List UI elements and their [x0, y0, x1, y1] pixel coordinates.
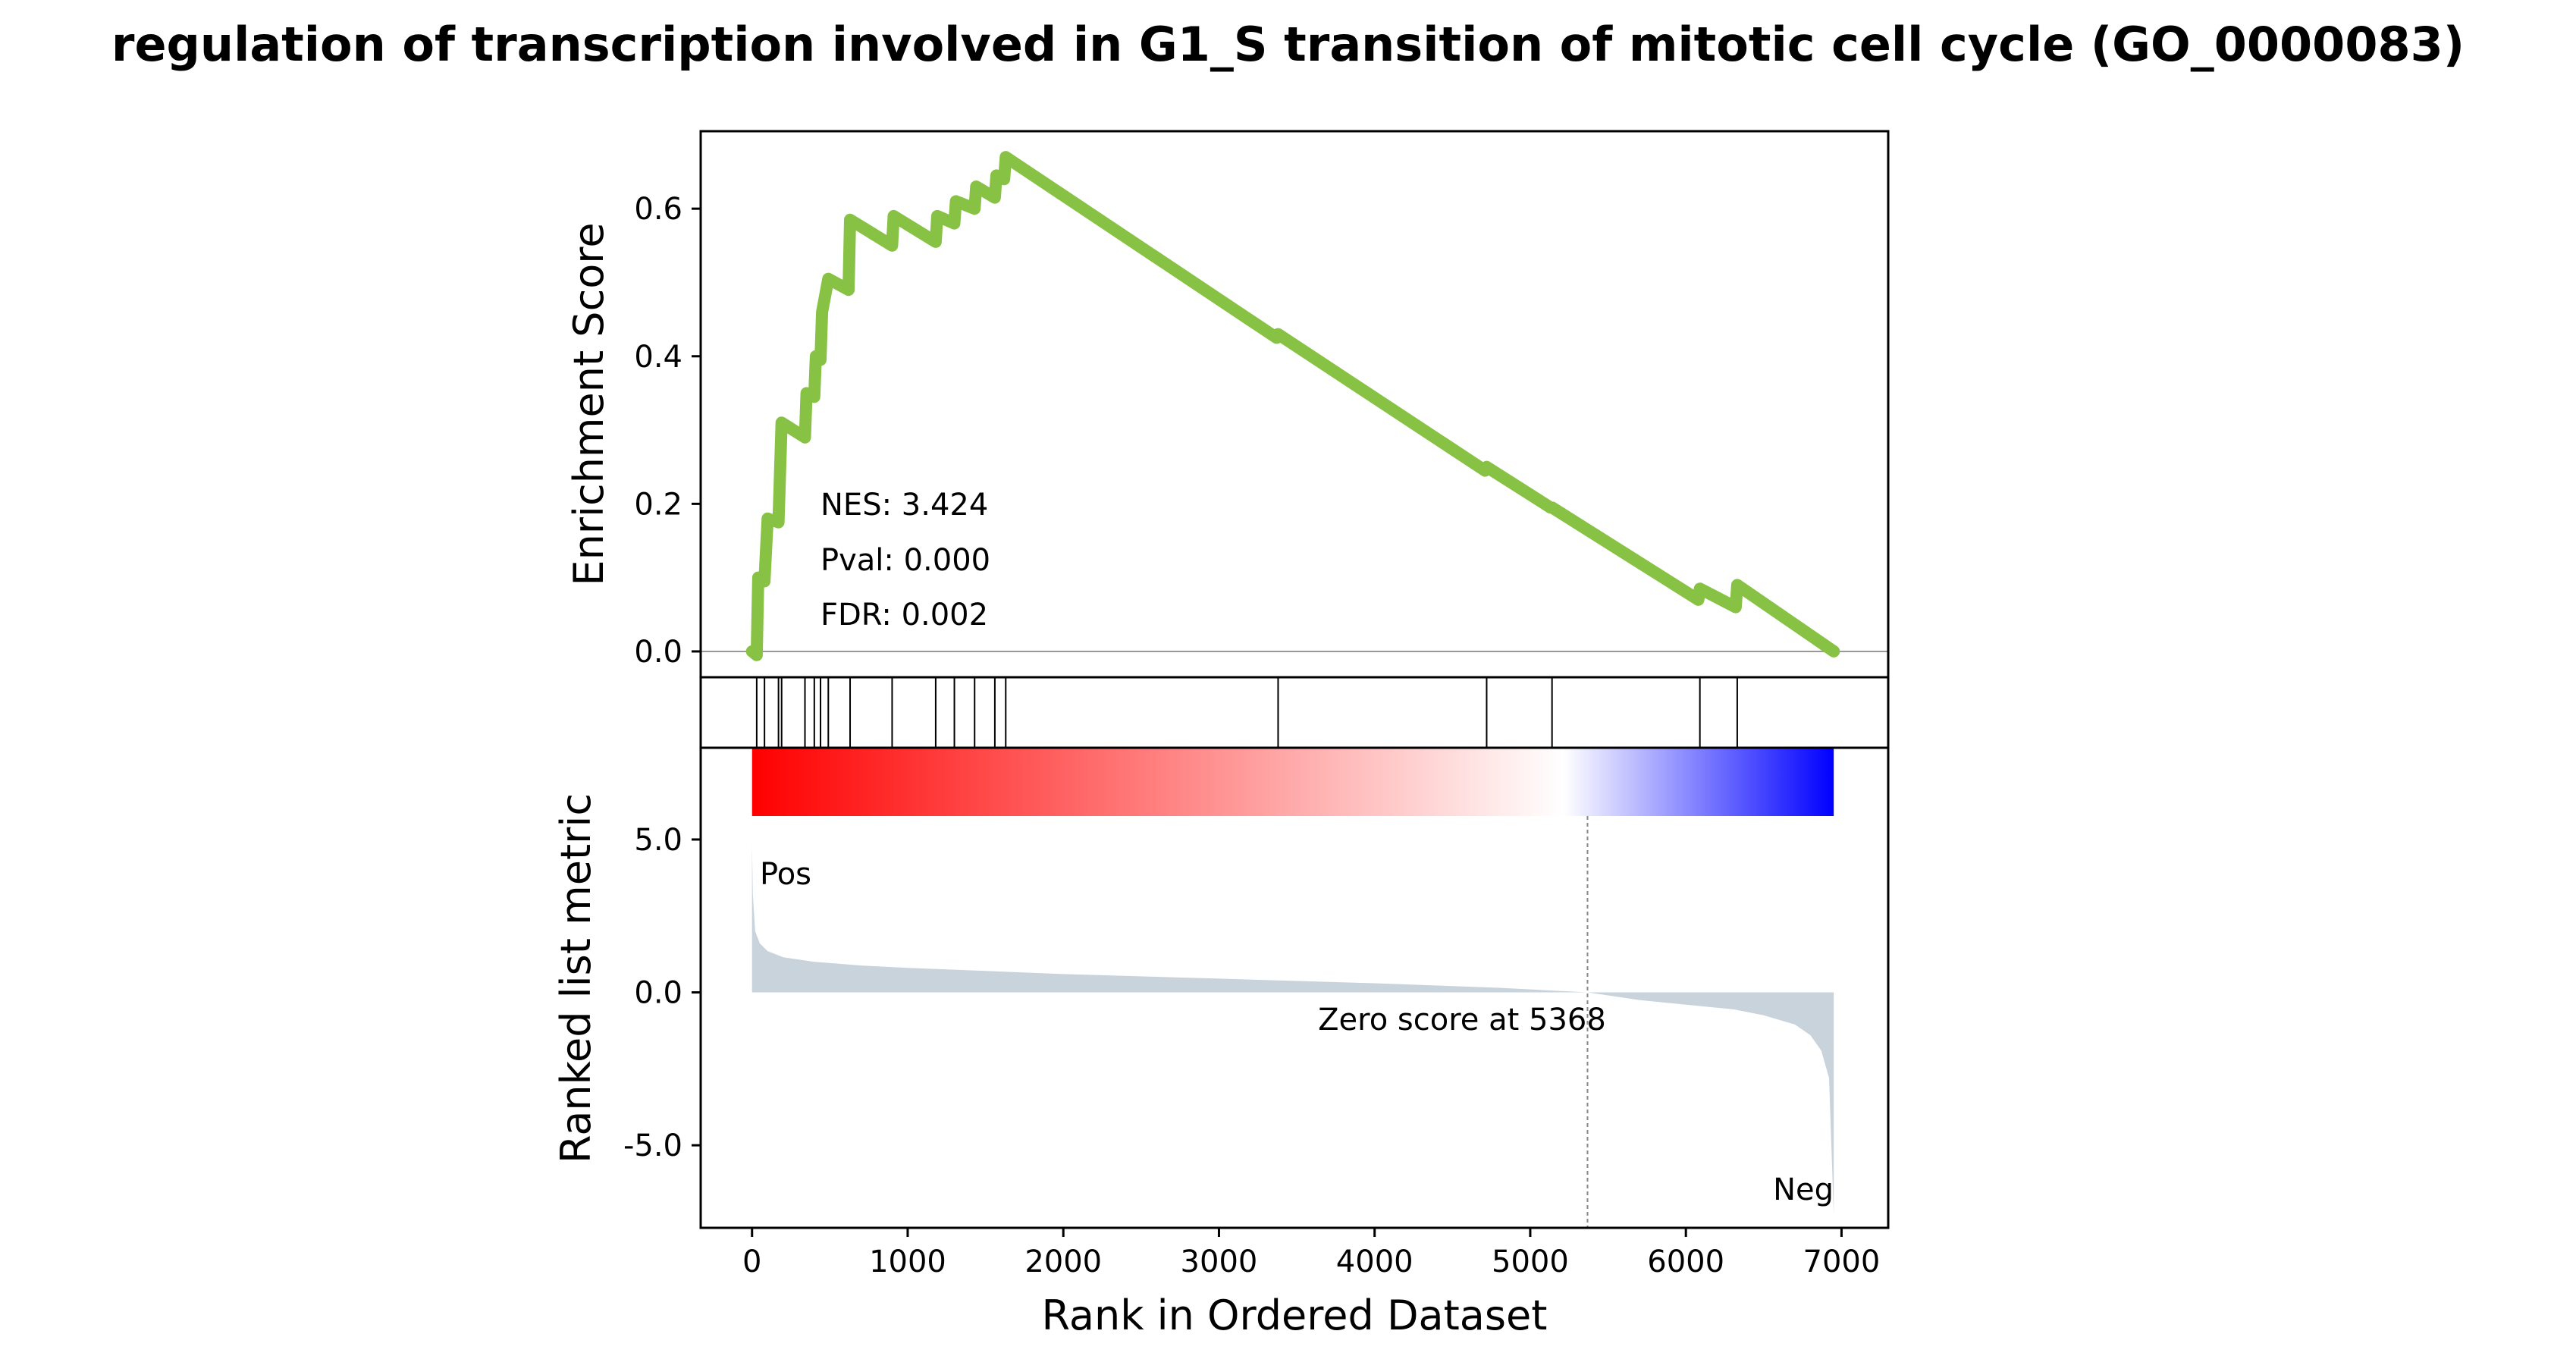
hit-lines [755, 677, 1738, 748]
x-tick-label: 7000 [1803, 1245, 1881, 1279]
es-y-axis-title: Enrichment Score [565, 222, 613, 585]
zero-score-label: Zero score at 5368 [1318, 1003, 1606, 1037]
enrichment-score-panel: 0.0 0.2 0.4 0.6 NES: 3.424 Pval: 0.000 FDR:… [565, 130, 1890, 679]
rank-y-tick-label: -5.0 [623, 1128, 682, 1163]
x-tick-label: 3000 [1181, 1245, 1258, 1279]
gene-hits-panel [699, 676, 1890, 749]
fdr-annotation: FDR: 0.002 [820, 598, 988, 632]
nes-annotation: NES: 3.424 [820, 488, 988, 523]
x-axis-title: Rank in Ordered Dataset [1042, 1292, 1548, 1339]
rank-y-axis-title: Ranked list metric [552, 793, 600, 1163]
x-axis-ticks: 0 1000 2000 3000 4000 5000 6000 7000 [742, 1228, 1880, 1279]
es-y-ticks: 0.0 0.2 0.4 0.6 [634, 192, 701, 670]
x-tick-label: 5000 [1492, 1245, 1569, 1279]
ranked-metric-area [751, 846, 1834, 1216]
es-y-tick-label: 0.2 [634, 487, 682, 522]
page-title: regulation of transcription involved in … [111, 17, 2465, 72]
rank-y-tick-label: 0.0 [634, 976, 682, 1011]
x-tick-label: 1000 [869, 1245, 946, 1279]
es-y-tick-label: 0.4 [634, 340, 682, 375]
rank-y-tick-label: 5.0 [634, 823, 682, 858]
x-tick-label: 6000 [1647, 1245, 1724, 1279]
rank-panel-frame [699, 746, 1890, 1229]
enrichment-score-line [745, 151, 1840, 661]
es-y-tick-label: 0.0 [634, 635, 682, 670]
x-tick-label: 0 [742, 1245, 761, 1279]
hits-panel-frame [699, 676, 1890, 749]
es-y-tick-label: 0.6 [634, 192, 682, 227]
pos-label: Pos [760, 857, 811, 892]
rank-y-ticks: 5.0 0.0 -5.0 [623, 823, 701, 1163]
ranked-metric-panel: 5.0 0.0 -5.0 Pos Neg Zero score at 5368 Ra… [552, 746, 1890, 1229]
rank-colorbar [751, 748, 1834, 816]
x-tick-label: 4000 [1336, 1245, 1414, 1279]
neg-label: Neg [1773, 1172, 1834, 1207]
x-tick-label: 2000 [1024, 1245, 1102, 1279]
pval-annotation: Pval: 0.000 [820, 543, 990, 578]
